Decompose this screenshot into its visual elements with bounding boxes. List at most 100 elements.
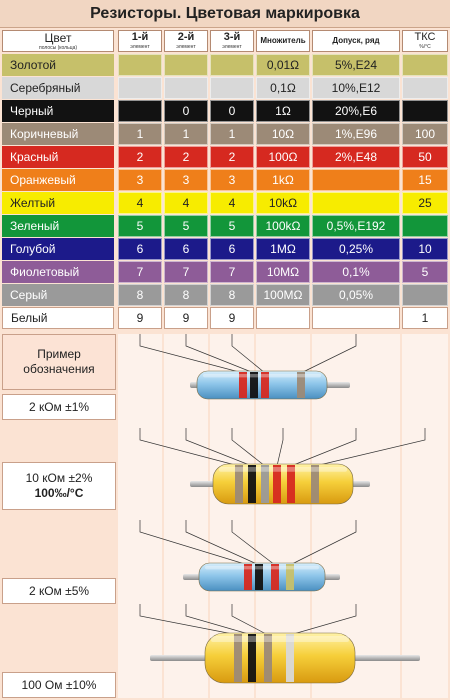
- leader-line: [290, 428, 357, 467]
- cell-mult: 1MΩ: [256, 238, 310, 260]
- color-band: [248, 465, 256, 503]
- leader-line: [185, 520, 260, 566]
- cell-tks: 10: [402, 238, 448, 260]
- cell-d2: [164, 77, 208, 99]
- color-band: [250, 372, 258, 398]
- cell-tks: [402, 77, 448, 99]
- cell-tol: [312, 192, 400, 214]
- color-name: Зеленый: [2, 215, 114, 237]
- header-element-3: 3-й элемент: [210, 30, 254, 52]
- color-band: [255, 564, 263, 590]
- cell-mult: 1kΩ: [256, 169, 310, 191]
- header-element-3-sub: элемент: [222, 44, 242, 50]
- cell-d3: 5: [210, 215, 254, 237]
- color-name: Серый: [2, 284, 114, 306]
- color-band: [271, 564, 279, 590]
- color-name: Фиолетовый: [2, 261, 114, 283]
- cell-mult: 1Ω: [256, 100, 310, 122]
- cell-tks: 25: [402, 192, 448, 214]
- cell-d3: 4: [210, 192, 254, 214]
- header-tks-sub: %/°С: [419, 44, 431, 50]
- cell-d3: 8: [210, 284, 254, 306]
- column-guide: [118, 334, 162, 698]
- cell-d2: [164, 54, 208, 76]
- color-name: Голубой: [2, 238, 114, 260]
- cell-d1: 4: [118, 192, 162, 214]
- leader-line: [231, 520, 276, 566]
- leader-line: [185, 428, 253, 467]
- cell-mult: 10Ω: [256, 123, 310, 145]
- cell-tol: 2%,E48: [312, 146, 400, 168]
- cell-tol: 0,5%,E192: [312, 215, 400, 237]
- cell-d2: 7: [164, 261, 208, 283]
- resistor-bodies: [150, 370, 420, 684]
- cell-tks: [402, 284, 448, 306]
- cell-d3: 0: [210, 100, 254, 122]
- cell-d3: 3: [210, 169, 254, 191]
- cell-d2: 0: [164, 100, 208, 122]
- body-highlight: [219, 467, 347, 472]
- color-name: Золотой: [2, 54, 114, 76]
- cell-d2: 9: [164, 307, 208, 329]
- cell-d2: 6: [164, 238, 208, 260]
- header-tolerance-label: Допуск, ряд: [332, 36, 380, 45]
- example-title-text: Пример обозначения: [23, 347, 95, 376]
- cell-d3: [210, 77, 254, 99]
- header-color-sub: полосы (кольца): [38, 44, 78, 51]
- cell-tks: 100: [402, 123, 448, 145]
- cell-tks: 1: [402, 307, 448, 329]
- body-highlight: [205, 566, 319, 570]
- cell-d2: 8: [164, 284, 208, 306]
- example-1-label: 2 кОм ±1%: [2, 394, 116, 420]
- leader-line: [231, 604, 269, 636]
- example-1-value: 2 кОм ±1%: [28, 399, 90, 414]
- color-name: Серебряный: [2, 77, 114, 99]
- cell-d1: 2: [118, 146, 162, 168]
- cell-tol: 20%,E6: [312, 100, 400, 122]
- leader-line: [289, 604, 357, 636]
- color-band: [234, 634, 242, 682]
- header-element-3-label: 3-й: [223, 31, 241, 43]
- header-tks: ТКС %/°С: [402, 30, 448, 52]
- leader-line: [289, 520, 357, 566]
- cell-mult: 0,1Ω: [256, 77, 310, 99]
- cell-mult: 0,01Ω: [256, 54, 310, 76]
- example-4-value: 100 Ом ±10%: [21, 677, 97, 692]
- cell-d1: [118, 77, 162, 99]
- color-name: Красный: [2, 146, 114, 168]
- color-name: Белый: [2, 307, 114, 329]
- color-name: Желтый: [2, 192, 114, 214]
- cell-d3: 9: [210, 307, 254, 329]
- example-3-value: 2 кОм ±5%: [28, 583, 90, 598]
- example-4-label: 100 Ом ±10%: [2, 672, 116, 698]
- page-title: Резисторы. Цветовая маркировка: [0, 0, 450, 28]
- cell-mult: 100Ω: [256, 146, 310, 168]
- leader-lines: [139, 334, 426, 636]
- cell-d1: 7: [118, 261, 162, 283]
- cell-tol: [312, 169, 400, 191]
- color-name: Оранжевый: [2, 169, 114, 191]
- color-band: [311, 465, 319, 503]
- header-element-1-label: 1-й: [131, 31, 149, 43]
- cell-tks: [402, 100, 448, 122]
- color-band: [248, 634, 256, 682]
- body-highlight: [211, 636, 349, 642]
- cell-d1: 9: [118, 307, 162, 329]
- header-element-2-sub: элемент: [176, 44, 196, 50]
- color-band: [273, 465, 281, 503]
- header-tks-label: ТКС: [414, 31, 436, 43]
- cell-mult: [256, 307, 310, 329]
- header-multiplier: Множитель: [256, 30, 310, 52]
- cell-d1: [118, 100, 162, 122]
- color-band: [286, 634, 294, 682]
- leader-line: [314, 428, 426, 467]
- header-element-2: 2-й элемент: [164, 30, 208, 52]
- cell-tol: 0,1%: [312, 261, 400, 283]
- cell-d1: 6: [118, 238, 162, 260]
- body-highlight: [203, 374, 321, 378]
- leader-line: [276, 428, 284, 467]
- leader-line: [139, 334, 244, 374]
- cell-d3: 7: [210, 261, 254, 283]
